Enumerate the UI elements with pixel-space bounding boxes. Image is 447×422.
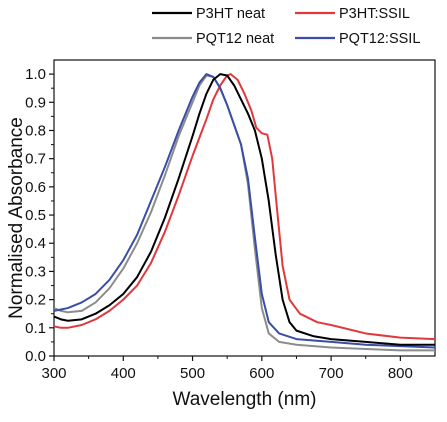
x-tick-label: 700 <box>319 365 344 382</box>
x-axis-title: Wavelength (nm) <box>173 389 317 410</box>
x-tick-label: 600 <box>249 365 274 382</box>
series-line-p3ht-ssil <box>54 73 435 341</box>
y-tick-label: 0.7 <box>25 151 46 168</box>
y-tick-label: 1.0 <box>25 66 46 83</box>
y-tick-label: 0.2 <box>25 292 46 309</box>
plot-frame <box>53 59 436 357</box>
y-tick-label: 0.8 <box>25 122 46 139</box>
y-tick-label: 0.5 <box>25 207 46 224</box>
x-tick-label: 500 <box>180 365 205 382</box>
legend-label-pqt12-neat: PQT12 neat <box>196 31 274 47</box>
y-tick-label: 0.9 <box>25 94 46 111</box>
x-tick-label: 800 <box>388 365 413 382</box>
y-tick-label: 0.4 <box>25 235 46 252</box>
y-tick-label: 0.1 <box>25 320 46 337</box>
legend-label-p3ht-ssil: P3HT:SSIL <box>339 6 410 22</box>
x-tick-label: 400 <box>111 365 136 382</box>
y-tick-label: 0.0 <box>25 348 46 365</box>
legend-label-p3ht-neat: P3HT neat <box>196 6 265 22</box>
y-tick-label: 0.3 <box>25 263 46 280</box>
series-line-p3ht-neat <box>54 73 435 346</box>
y-axis-title: Normalised Absorbance <box>6 117 27 319</box>
series-line-pqt12-ssil <box>54 73 435 349</box>
y-tick-label: 0.6 <box>25 179 46 196</box>
legend-label-pqt12-ssil: PQT12:SSIL <box>339 31 420 47</box>
x-tick-label: 300 <box>41 365 66 382</box>
